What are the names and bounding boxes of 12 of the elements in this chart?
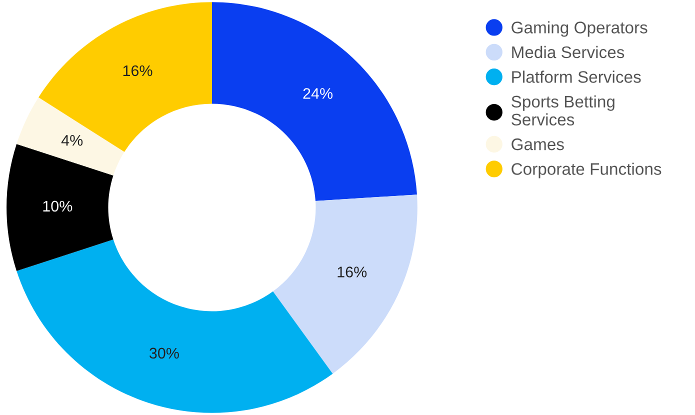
legend-label: Platform Services xyxy=(512,70,641,83)
data-label: 16% xyxy=(123,65,152,76)
legend-label: Games xyxy=(512,138,564,150)
data-label: 24% xyxy=(303,88,333,99)
legend-label: Sports Betting Services xyxy=(512,95,614,126)
data-label: 16% xyxy=(338,266,367,278)
data-label: 10% xyxy=(43,200,72,212)
legend-label: Corporate Functions xyxy=(512,162,662,178)
data-label: 4% xyxy=(61,135,83,146)
legend-label: Media Services xyxy=(512,46,624,58)
data-label: 30% xyxy=(150,348,179,359)
legend-label: Gaming Operators xyxy=(512,21,648,37)
